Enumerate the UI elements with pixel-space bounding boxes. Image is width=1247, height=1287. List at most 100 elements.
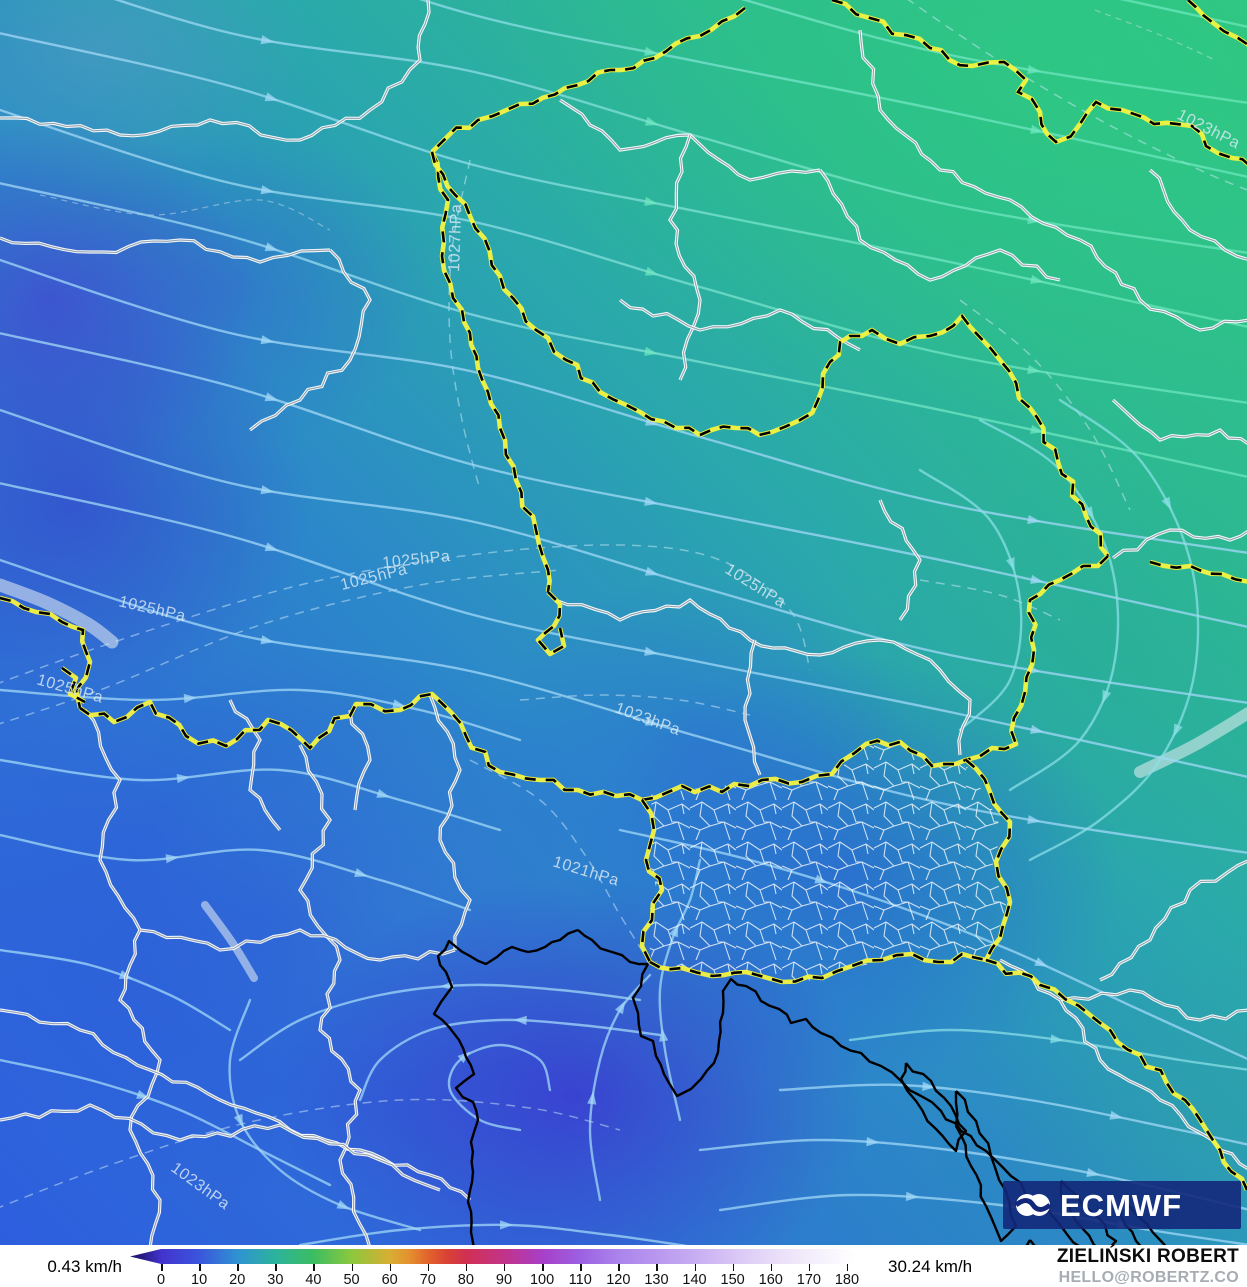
legend-tick-label: 120 [606,1272,631,1287]
flow-arrow [500,1220,514,1230]
country-border-dashes [1149,560,1247,583]
streamline [298,1223,689,1245]
legend-ticks: 0 10 20 30 40 50 60 70 80 90 100 110 120 130 140 150 160… [130,1249,878,1287]
legend-tick [427,1264,430,1271]
flow-arrow [264,542,279,552]
country-border [429,151,702,437]
country-border [699,313,1110,558]
streamline [418,0,1247,178]
streamline [718,1193,1247,1245]
streamline [447,1043,552,1132]
flow-arrow [260,35,275,45]
admin-border [0,0,431,142]
streamline [588,973,652,1202]
streamline [0,408,1247,704]
flow-arrow [644,196,658,206]
admin-border-core [744,639,761,776]
streamline [0,108,1247,404]
flow-arrow [354,868,368,877]
legend-tick [199,1264,201,1271]
elevation-streak [1134,706,1247,778]
flow-arrow [264,392,279,402]
isobar-line [0,1098,621,1208]
country-border-dashes [430,151,551,593]
legend-tick-label: 170 [796,1272,821,1287]
flow-arrow [1027,814,1041,825]
flow-arrow [176,773,191,784]
streamline [778,1083,1247,1146]
country-border-dashes [61,666,86,704]
admin-border-core [139,929,456,961]
admin-border-core [0,237,331,263]
admin-border [619,298,861,352]
flow-arrow [1050,1034,1064,1044]
streamline [238,983,642,1062]
map-overlay: 1025hPa1025hPa1027hPa1025hPa1025hPa1025h… [0,0,1247,1245]
legend-tick [389,1264,392,1271]
isobar-line [959,299,1131,511]
country-border-dashes [1187,0,1247,46]
streamline [1119,0,1247,28]
country-border-dashes [831,0,1247,166]
legend-tick [465,1264,468,1271]
flow-arrow [1086,1167,1100,1178]
legend-tick-label: 70 [419,1272,436,1287]
streamline [918,468,1023,732]
legend-tick [732,1264,735,1271]
country-border-dashes [79,692,643,802]
island [954,1090,1018,1243]
elevation-streak [201,901,258,982]
streamline [978,418,1120,792]
country-border-dashes [0,596,92,709]
admin-border-core [229,699,281,831]
flow-arrow [264,242,279,252]
legend-tick-label: 80 [457,1272,474,1287]
admin-border [139,928,456,962]
flow-arrow [1030,274,1044,284]
pressure-label: 1025hPa [117,593,187,625]
admin-border-core [349,709,371,811]
flow-arrow [260,635,275,645]
streamline [113,0,1247,254]
legend-tick-label: 160 [758,1272,783,1287]
legend-tick-label: 40 [305,1272,322,1287]
country-border-dashes [649,952,987,984]
flow-arrow [1027,514,1041,525]
credit-block: ZIELIŃSKI ROBERT HELLO@ROBERTZ.CO [1057,1246,1239,1287]
admin-border-core [669,134,701,381]
legend-max-label: 30.24 km/h [888,1257,973,1276]
streamline [0,833,472,912]
admin-border [1079,238,1247,332]
flow-arrow [1027,364,1041,375]
flow-arrow [1005,557,1015,571]
flow-arrow [659,1028,669,1042]
admin-border [1058,999,1247,1171]
flow-arrow [233,1113,244,1128]
flow-arrow [1030,574,1044,584]
legend-tick-label: 130 [644,1272,669,1287]
legend-tick [542,1264,544,1271]
isobar-line [448,159,481,491]
admin-border-core [879,499,921,621]
flow-arrow [183,693,198,704]
streamline [1028,398,1200,862]
streamline [0,688,522,742]
flow-arrow [644,716,659,726]
flow-arrow [260,485,275,495]
admin-border-core [1112,529,1247,559]
flow-arrow [614,1000,626,1015]
country-border [641,738,967,803]
streamline [848,1028,1247,1071]
flow-arrow [644,266,659,276]
admin-border-core [0,0,430,141]
legend-tick [313,1264,315,1271]
flow-arrow [644,566,659,576]
admin-border [298,744,371,1245]
flow-arrow [644,116,659,126]
ecmwf-logo-text: ECMWF [1060,1187,1183,1223]
isobar-line [469,759,649,961]
flow-arrow [260,185,275,195]
admin-border [928,658,972,756]
flow-arrow [905,1191,920,1201]
flow-arrow [1034,957,1048,967]
